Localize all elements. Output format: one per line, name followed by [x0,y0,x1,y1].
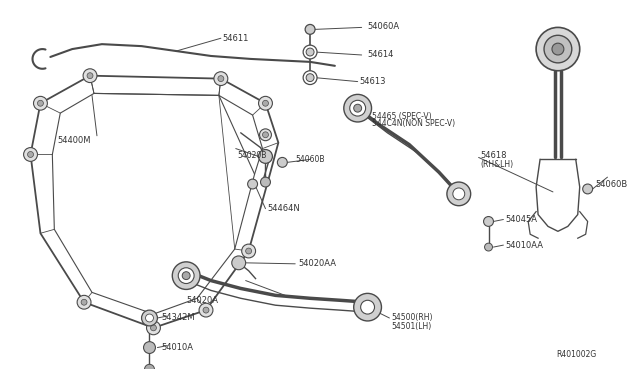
Circle shape [147,321,161,335]
Circle shape [260,129,271,141]
Circle shape [354,294,381,321]
Text: R401002G: R401002G [556,350,596,359]
Text: 54465 (SPEC-V): 54465 (SPEC-V) [372,112,431,121]
Text: 54060A: 54060A [367,22,400,31]
Circle shape [24,148,38,161]
Circle shape [262,100,268,106]
Text: 54020AA: 54020AA [298,259,336,268]
Circle shape [303,71,317,84]
Text: 54020B: 54020B [237,151,267,160]
Circle shape [262,132,268,138]
Circle shape [552,43,564,55]
Circle shape [260,177,271,187]
Circle shape [305,25,315,34]
Text: 54010AA: 54010AA [506,241,543,250]
Circle shape [150,325,156,331]
Text: 54618: 54618 [481,151,507,160]
Circle shape [28,151,33,157]
Circle shape [447,182,470,206]
Text: 54060B: 54060B [295,155,324,164]
Circle shape [172,262,200,289]
Circle shape [536,28,580,71]
Circle shape [179,268,194,283]
Circle shape [277,157,287,167]
Circle shape [259,96,273,110]
Text: 54614: 54614 [367,49,394,58]
Circle shape [354,104,362,112]
Text: 54501(LH): 54501(LH) [392,323,431,331]
Circle shape [33,96,47,110]
Circle shape [484,243,493,251]
Circle shape [306,48,314,56]
Text: 54020A: 54020A [186,296,218,305]
Circle shape [141,310,157,326]
Circle shape [349,100,365,116]
Text: 54060B: 54060B [596,180,628,189]
Circle shape [199,303,213,317]
Circle shape [214,72,228,86]
Circle shape [145,314,154,322]
Circle shape [83,69,97,83]
Circle shape [582,184,593,194]
Circle shape [361,300,374,314]
Circle shape [182,272,190,280]
Text: (RH&LH): (RH&LH) [481,160,514,169]
Circle shape [246,248,252,254]
Circle shape [145,364,154,372]
Text: 54400M: 54400M [58,136,91,145]
Circle shape [38,100,44,106]
Text: 54500(RH): 54500(RH) [392,314,433,323]
Circle shape [203,307,209,313]
Text: 54010A: 54010A [161,343,193,352]
Circle shape [242,244,255,258]
Text: 54613: 54613 [360,77,386,86]
Circle shape [81,299,87,305]
Circle shape [303,45,317,59]
Circle shape [248,179,257,189]
Circle shape [344,94,372,122]
Circle shape [87,73,93,78]
Circle shape [453,188,465,200]
Circle shape [259,150,273,163]
Text: 54045A: 54045A [506,215,538,224]
Text: 544C4N(NON SPEC-V): 544C4N(NON SPEC-V) [372,119,454,128]
Circle shape [218,76,224,81]
Circle shape [306,74,314,81]
Text: 54611: 54611 [223,34,249,43]
Text: 54464N: 54464N [268,204,300,213]
Circle shape [544,35,572,63]
Circle shape [77,295,91,309]
Circle shape [143,341,156,353]
Text: 54342M: 54342M [161,314,195,323]
Circle shape [484,217,493,227]
Circle shape [232,256,246,270]
